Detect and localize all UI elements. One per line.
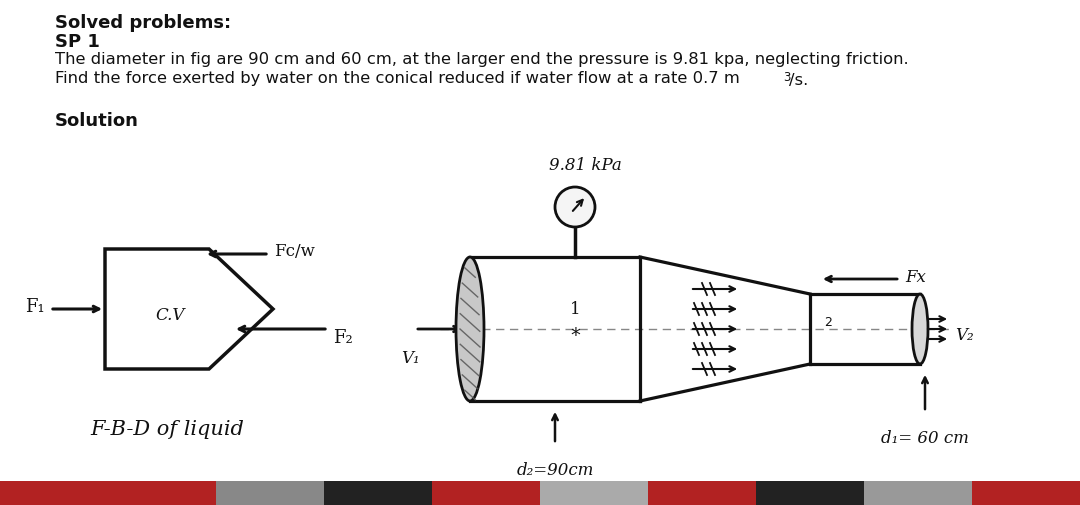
Text: *: * <box>570 325 580 344</box>
Bar <box>648 481 758 505</box>
Text: 3: 3 <box>783 71 791 84</box>
Text: F-B-D of liquid: F-B-D of liquid <box>90 420 244 439</box>
Text: F₂: F₂ <box>333 328 353 346</box>
Bar <box>216 481 326 505</box>
Bar <box>756 481 866 505</box>
Circle shape <box>555 188 595 228</box>
Text: F₁: F₁ <box>25 297 45 316</box>
Text: Fc/w: Fc/w <box>274 243 315 260</box>
Ellipse shape <box>912 294 928 364</box>
Bar <box>0 481 110 505</box>
Text: The diameter in fig are 90 cm and 60 cm, at the larger end the pressure is 9.81 : The diameter in fig are 90 cm and 60 cm,… <box>55 52 908 67</box>
Text: Find the force exerted by water on the conical reduced if water flow at a rate 0: Find the force exerted by water on the c… <box>55 71 740 86</box>
Bar <box>432 481 542 505</box>
Text: V₂: V₂ <box>955 326 974 343</box>
Text: 1: 1 <box>569 301 580 318</box>
Text: 9.81 kPa: 9.81 kPa <box>549 156 621 173</box>
Text: Solved problems:: Solved problems: <box>55 14 231 32</box>
Bar <box>972 481 1080 505</box>
Text: C.V: C.V <box>156 306 185 323</box>
Text: d₁= 60 cm: d₁= 60 cm <box>881 429 969 446</box>
Text: SP 1: SP 1 <box>55 33 99 51</box>
Bar <box>540 481 650 505</box>
Bar <box>108 481 218 505</box>
Text: V₁: V₁ <box>401 349 419 366</box>
Text: Solution: Solution <box>55 112 139 130</box>
Ellipse shape <box>456 258 484 401</box>
Text: /s.: /s. <box>789 73 808 88</box>
Bar <box>864 481 974 505</box>
Text: d₂=90cm: d₂=90cm <box>516 461 594 478</box>
Bar <box>324 481 434 505</box>
Text: Fx: Fx <box>905 268 926 285</box>
Text: 2: 2 <box>824 315 832 328</box>
